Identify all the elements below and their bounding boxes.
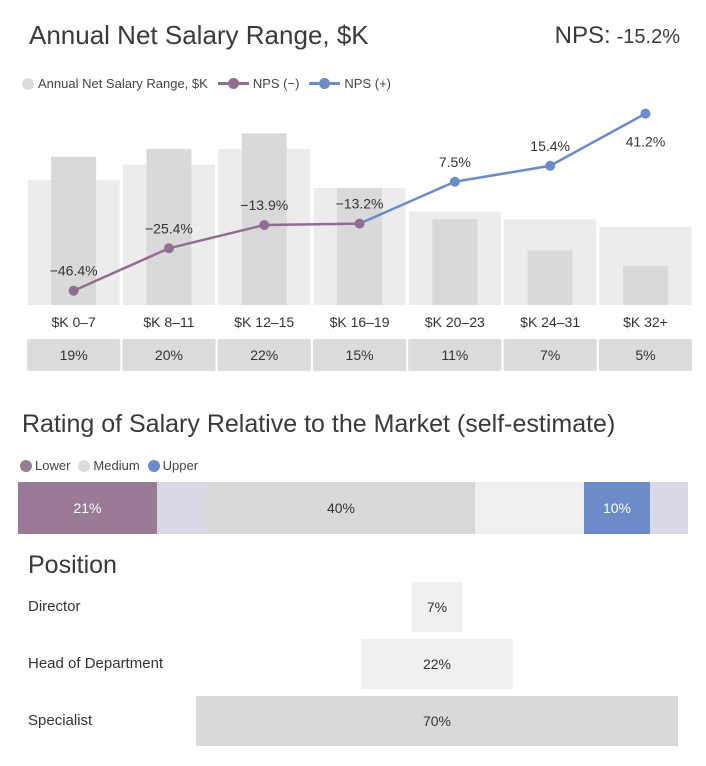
nps-point[interactable] bbox=[354, 218, 365, 229]
share-value-label: 7% bbox=[540, 347, 560, 363]
position-value-label: 70% bbox=[423, 713, 451, 729]
share-box bbox=[122, 339, 216, 371]
section-title-position: Position bbox=[28, 551, 117, 579]
nps-point[interactable] bbox=[449, 176, 460, 187]
position-bar[interactable] bbox=[196, 696, 678, 746]
position-label-specialist: Specialist bbox=[28, 712, 93, 729]
share-box bbox=[217, 339, 311, 371]
legend-rating: Lower Medium Upper bbox=[20, 458, 208, 473]
legend-dot-icon bbox=[147, 459, 160, 472]
nps-label: NPS: bbox=[554, 22, 611, 49]
salary-rating-bar: 21% 40% 10% bbox=[18, 482, 688, 534]
x-tick-label: $K 20–23 bbox=[425, 314, 485, 330]
nps-data-label: −13.9% bbox=[240, 197, 288, 213]
share-value-label: 15% bbox=[346, 347, 374, 363]
x-tick-label: $K 12–15 bbox=[234, 314, 294, 330]
legend-item-nps-neg[interactable]: NPS (−) bbox=[217, 76, 300, 91]
x-tick-label: $K 0–7 bbox=[51, 314, 96, 330]
rating-segment-upper-range bbox=[650, 482, 688, 534]
bar[interactable] bbox=[622, 266, 668, 305]
legend-item-nps-pos[interactable]: NPS (+) bbox=[309, 76, 391, 91]
nps-data-label: −13.2% bbox=[336, 196, 384, 212]
rating-label-lower: 21% bbox=[73, 500, 101, 516]
legend-item-upper[interactable]: Upper bbox=[147, 458, 199, 473]
share-box bbox=[598, 339, 693, 371]
rating-label-medium: 40% bbox=[327, 500, 355, 516]
legend-item-medium[interactable]: Medium bbox=[78, 458, 140, 473]
rating-segment-lower[interactable] bbox=[18, 482, 157, 534]
share-value-label: 11% bbox=[441, 347, 468, 363]
share-box bbox=[312, 339, 407, 371]
legend-salary: Annual Net Salary Range, $K NPS (−) NPS … bbox=[22, 76, 401, 91]
nps-point[interactable] bbox=[545, 160, 556, 171]
legend-label: Annual Net Salary Range, $K bbox=[38, 76, 208, 91]
nps-point[interactable] bbox=[259, 220, 270, 231]
nps-point[interactable] bbox=[640, 108, 651, 119]
nps-point[interactable] bbox=[163, 243, 174, 254]
rating-label-upper: 10% bbox=[603, 500, 631, 516]
legend-item-lower[interactable]: Lower bbox=[20, 458, 70, 473]
share-value-label: 5% bbox=[635, 347, 655, 363]
legend-line-marker-icon bbox=[217, 78, 249, 89]
legend-label: Upper bbox=[162, 458, 199, 473]
nps-value: -15.2% bbox=[616, 26, 680, 48]
legend-dot-icon bbox=[20, 459, 32, 472]
bar[interactable] bbox=[337, 188, 383, 305]
nps-point[interactable] bbox=[68, 285, 79, 296]
bar[interactable] bbox=[527, 250, 573, 305]
section-title-rating: Rating of Salary Relative to the Market … bbox=[22, 410, 616, 438]
nps-data-label: 15.4% bbox=[530, 138, 570, 154]
bar[interactable] bbox=[51, 156, 97, 305]
nps-data-label: 7.5% bbox=[439, 154, 471, 170]
legend-dot-icon bbox=[22, 77, 34, 90]
legend-label: Medium bbox=[93, 458, 140, 473]
nps-data-label: −25.4% bbox=[145, 220, 193, 236]
x-tick-label: $K 24–31 bbox=[520, 314, 580, 330]
legend-label: Lower bbox=[35, 458, 71, 473]
chart-title: Annual Net Salary Range, $K bbox=[29, 20, 369, 50]
position-chart: 7% 22% 70% bbox=[196, 582, 678, 746]
bar[interactable] bbox=[432, 219, 478, 305]
position-value-label: 7% bbox=[427, 599, 447, 615]
position-value-label: 22% bbox=[423, 656, 451, 672]
rating-segment-lower-range bbox=[157, 482, 207, 534]
rating-segment-upper[interactable] bbox=[584, 482, 650, 534]
share-value-label: 20% bbox=[155, 347, 183, 363]
legend-line-marker-icon bbox=[309, 78, 341, 89]
bar[interactable] bbox=[241, 133, 287, 305]
nps-negative-line bbox=[73, 222, 360, 292]
nps-data-label: 41.2% bbox=[626, 134, 666, 150]
legend-label: NPS (−) bbox=[252, 76, 300, 91]
share-box bbox=[27, 339, 121, 371]
share-box bbox=[408, 339, 502, 371]
x-tick-label: $K 8–11 bbox=[143, 314, 194, 330]
x-tick-label: $K 16–19 bbox=[330, 314, 390, 330]
nps-data-label: −46.4% bbox=[50, 263, 98, 279]
share-box bbox=[503, 339, 597, 371]
nps-summary: NPS: -15.2% bbox=[555, 22, 680, 50]
share-value-label: 22% bbox=[250, 347, 278, 363]
rating-segment-medium[interactable] bbox=[207, 482, 475, 534]
position-bar[interactable] bbox=[412, 582, 462, 632]
legend-dot-icon bbox=[78, 459, 91, 472]
position-bar[interactable] bbox=[361, 639, 513, 689]
legend-label: NPS (+) bbox=[344, 76, 392, 91]
position-label-head: Head of Department bbox=[28, 655, 164, 672]
legend-item-salary[interactable]: Annual Net Salary Range, $K bbox=[22, 76, 208, 91]
position-label-director: Director bbox=[28, 598, 81, 615]
salary-nps-chart: $K 0–7 19% $K 8–11 20% $K 12–15 22% $K 16–19 15… bbox=[27, 108, 693, 371]
nps-positive-line bbox=[359, 112, 647, 225]
share-value-label: 19% bbox=[60, 347, 88, 363]
x-tick-label: $K 32+ bbox=[623, 314, 668, 330]
bar[interactable] bbox=[146, 149, 192, 305]
